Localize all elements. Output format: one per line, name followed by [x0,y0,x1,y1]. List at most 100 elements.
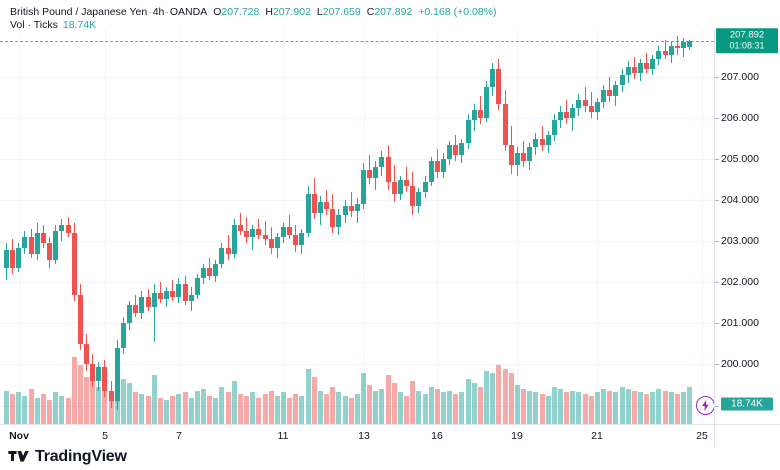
candle-body [133,304,139,314]
close-label: C [366,6,375,18]
volume-bar [533,392,539,424]
change-value: +0.168 (+0.08%) [418,6,497,18]
volume-bar [164,400,170,424]
volume-bar [668,392,674,424]
volume-bar [47,400,53,424]
candle-body [207,268,213,277]
candle-body [274,237,280,248]
candle-wick [264,220,266,246]
volume-bar [508,372,514,424]
candle-wick [646,52,648,74]
candle-body [484,87,490,119]
volume-bar [367,384,373,424]
volume-bar [545,396,551,424]
volume-badge[interactable]: 18.74K [721,397,773,411]
volume-bar [102,382,108,424]
candle-body [151,292,157,308]
volume-bar [77,364,83,424]
candle-body [71,233,77,295]
candle-wick [246,216,248,244]
candle-body [157,292,163,299]
time-tick-1: 5 [102,430,108,442]
volume-bar [317,390,323,424]
volume-bar [287,398,293,424]
price-tick-4: 203.000 [715,235,759,247]
volume-bar [404,396,410,424]
volume-bar [250,392,256,424]
last-price-badge[interactable]: 207.892 01:08:31 [716,27,778,54]
lightning-bolt-icon[interactable] [696,396,714,415]
candle-body [557,112,563,121]
price-tick-dash [715,323,719,325]
volume-bar [410,380,416,424]
volume-bar [342,396,348,424]
last-price-badge-value: 207.892 [729,28,765,40]
candle-body [65,224,71,234]
volume-bar [207,396,213,424]
candle-body [404,179,410,186]
volume-bar [65,398,71,424]
candle-body [545,134,551,145]
volume-bar [231,380,237,424]
grid-line-vertical [517,30,518,424]
time-tick-4: 13 [358,430,370,442]
volume-bar [53,392,59,424]
tradingview-wordmark: TradingView [35,448,127,465]
candle-wick [350,192,352,217]
candle-body [10,249,16,269]
volume-bar [244,396,250,424]
volume-bar [139,394,145,424]
time-scale[interactable]: Nov5711131619212527Dec359 [0,424,780,447]
candle-body [385,157,391,182]
candle-body [120,323,126,349]
volume-bar [182,392,188,424]
candle-body [551,120,557,135]
interval-label[interactable]: 4h [152,6,165,18]
candle-body [114,348,120,402]
volume-bar [650,392,656,424]
volume-bar [514,384,520,424]
volume-bar [84,376,90,424]
candle-body [170,290,176,297]
candle-body [674,46,680,49]
grid-line-vertical [19,30,20,424]
volume-bar [607,390,613,424]
candle-body [219,247,225,264]
chart-plot-area[interactable] [0,30,714,424]
volume-bar [59,396,65,424]
candle-body [588,105,594,113]
legend-sep-2: · [165,6,169,18]
candle-body [139,296,145,314]
candle-body [164,290,170,299]
open-value: 207.728 [221,6,260,18]
grid-line-horizontal [0,323,714,325]
volume-bar [373,390,379,424]
time-tick-3: 11 [277,430,289,442]
symbol-name[interactable]: British Pound / Japanese Yen [10,6,148,18]
candle-body [594,101,600,113]
candle-body [631,66,637,74]
candle-body [490,68,496,88]
price-scale[interactable]: 207.892 01:08:31 18.74K 207.000 206.000 20… [714,27,780,424]
grid-line-vertical [702,30,703,424]
price-tick-6: 201.000 [715,317,759,329]
volume-bar [459,392,465,424]
volume-bar [391,382,397,424]
candle-body [465,120,471,143]
volume-bar [681,392,687,424]
tradingview-branding[interactable]: TradingView [8,448,127,466]
candle-wick [356,198,358,223]
volume-bar [361,372,366,424]
volume-bar [194,390,200,424]
high-label: H [265,6,273,18]
volume-bar [188,398,194,424]
volume-bar [521,388,527,424]
candle-body [601,89,607,102]
volume-bar [330,386,336,424]
candle-body [447,144,453,160]
volume-bar [40,394,46,424]
volume-bar [10,394,16,424]
candle-wick [479,95,481,125]
candle-body [619,75,625,86]
volume-bar [16,392,22,424]
